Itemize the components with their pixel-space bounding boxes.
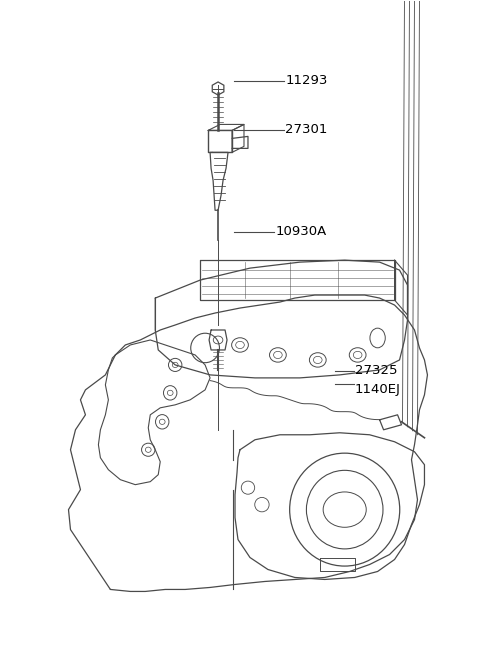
Text: 10930A: 10930A [276, 225, 327, 238]
Text: 11293: 11293 [286, 74, 328, 87]
Text: 27325: 27325 [355, 364, 397, 377]
Text: 27301: 27301 [286, 123, 328, 136]
Text: 1140EJ: 1140EJ [355, 383, 401, 396]
